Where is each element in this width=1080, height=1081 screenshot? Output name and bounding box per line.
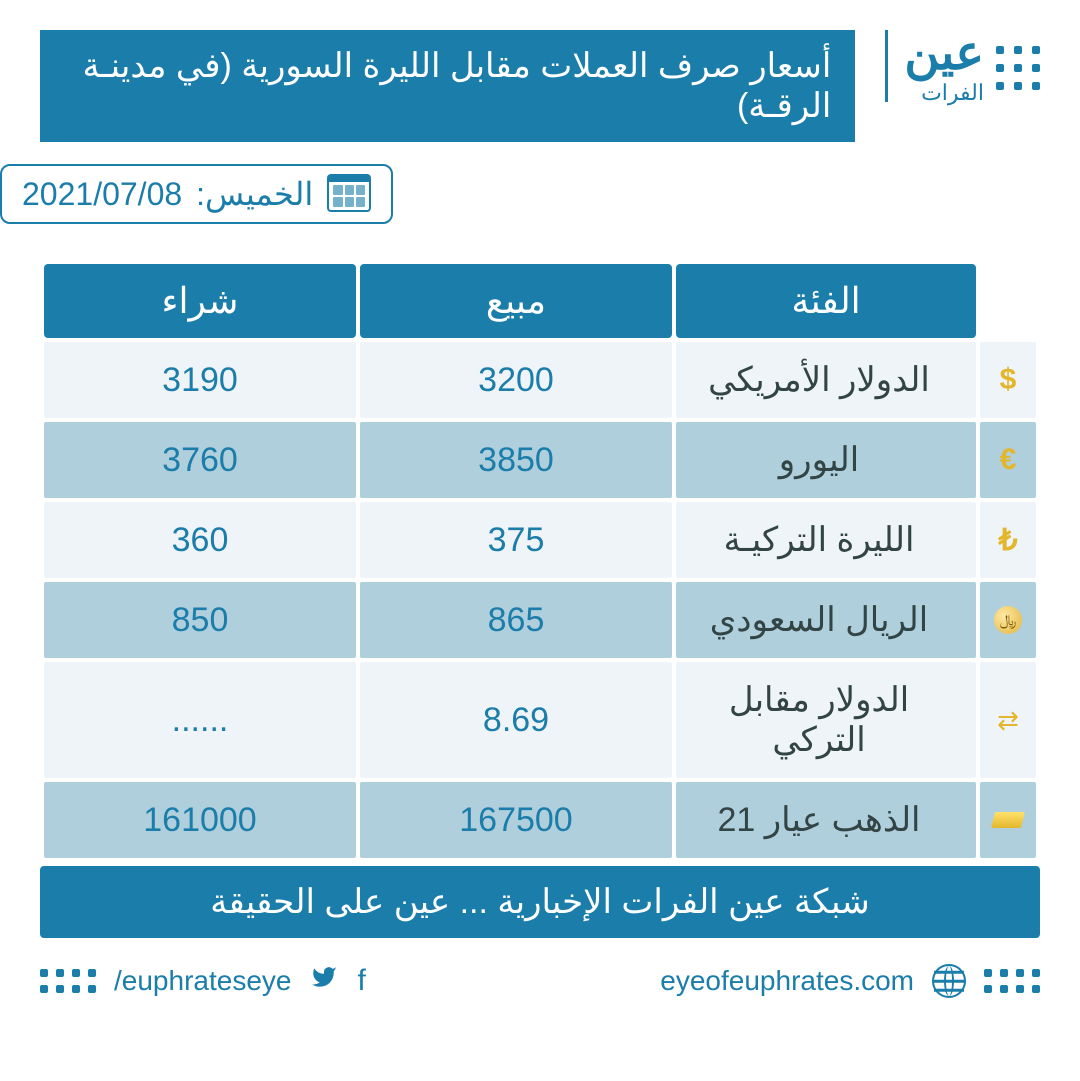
table-row: € اليورو 3850 3760 (44, 422, 1036, 498)
riyal-icon: ﷼ (980, 606, 1036, 634)
website-url: eyeofeuphrates.com (660, 965, 914, 997)
table-row: الذهب عيار 21 167500 161000 (44, 782, 1036, 858)
date-value: 2021/07/08 (22, 176, 182, 213)
table-row: $ الدولار الأمريكي 3200 3190 (44, 342, 1036, 418)
table-row: ₺ الليرة التركيـة 375 360 (44, 502, 1036, 578)
col-icon-spacer (980, 264, 1036, 338)
rates-table: الفئة مبيع شراء $ الدولار الأمريكي 3200 … (40, 260, 1040, 862)
buy-value: ...... (44, 662, 356, 778)
brand-sub: الفرات (904, 80, 984, 106)
sell-value: 8.69 (360, 662, 672, 778)
sell-value: 865 (360, 582, 672, 658)
cat-label: اليورو (676, 422, 976, 498)
brand-logo: عين الفرات (904, 30, 984, 106)
logo-separator (885, 30, 888, 102)
cat-label: الريال السعودي (676, 582, 976, 658)
cat-label: الذهب عيار 21 (676, 782, 976, 858)
lira-icon: ₺ (980, 523, 1036, 558)
table-row: ﷼ الريال السعودي 865 850 (44, 582, 1036, 658)
brand-main: عين (904, 30, 984, 78)
buy-value: 3760 (44, 422, 356, 498)
buy-value: 360 (44, 502, 356, 578)
buy-value: 161000 (44, 782, 356, 858)
dollar-icon: $ (980, 363, 1036, 397)
buy-value: 3190 (44, 342, 356, 418)
footer-tagline: شبكة عين الفرات الإخبارية ... عين على ال… (40, 866, 1040, 938)
page-title: أسعار صرف العملات مقابل الليرة السورية (… (40, 30, 855, 142)
twitter-icon (309, 964, 339, 998)
decor-dots-right (984, 969, 1040, 993)
sell-value: 167500 (360, 782, 672, 858)
globe-icon (932, 964, 966, 998)
cat-label: الدولار الأمريكي (676, 342, 976, 418)
euro-icon: € (980, 443, 1036, 477)
sell-value: 3200 (360, 342, 672, 418)
gold-icon (980, 812, 1036, 828)
social-handle: /euphrateseye (114, 965, 291, 997)
cat-label: الدولار مقابل التركي (676, 662, 976, 778)
sell-value: 3850 (360, 422, 672, 498)
date-pill: الخميس: 2021/07/08 (0, 164, 393, 224)
calendar-icon (327, 174, 371, 214)
logo-dots (996, 46, 1040, 90)
table-row: ⇄ الدولار مقابل التركي 8.69 ...... (44, 662, 1036, 778)
col-buy: شراء (44, 264, 356, 338)
decor-dots-left (40, 969, 96, 993)
cat-label: الليرة التركيـة (676, 502, 976, 578)
facebook-icon: f (357, 964, 365, 998)
buy-value: 850 (44, 582, 356, 658)
sell-value: 375 (360, 502, 672, 578)
col-category: الفئة (676, 264, 976, 338)
col-sell: مبيع (360, 264, 672, 338)
exchange-icon: ⇄ (980, 705, 1036, 736)
date-label: الخميس: (196, 175, 313, 213)
